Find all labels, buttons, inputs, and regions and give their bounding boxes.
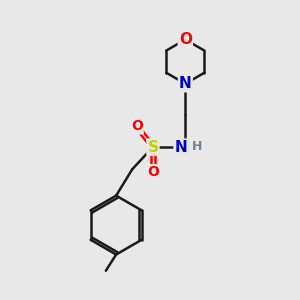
- Text: O: O: [131, 119, 143, 134]
- Text: N: N: [175, 140, 187, 154]
- Text: N: N: [179, 76, 192, 91]
- Text: O: O: [179, 32, 192, 47]
- Text: O: O: [147, 165, 159, 179]
- Text: S: S: [147, 140, 158, 154]
- Text: H: H: [192, 140, 202, 153]
